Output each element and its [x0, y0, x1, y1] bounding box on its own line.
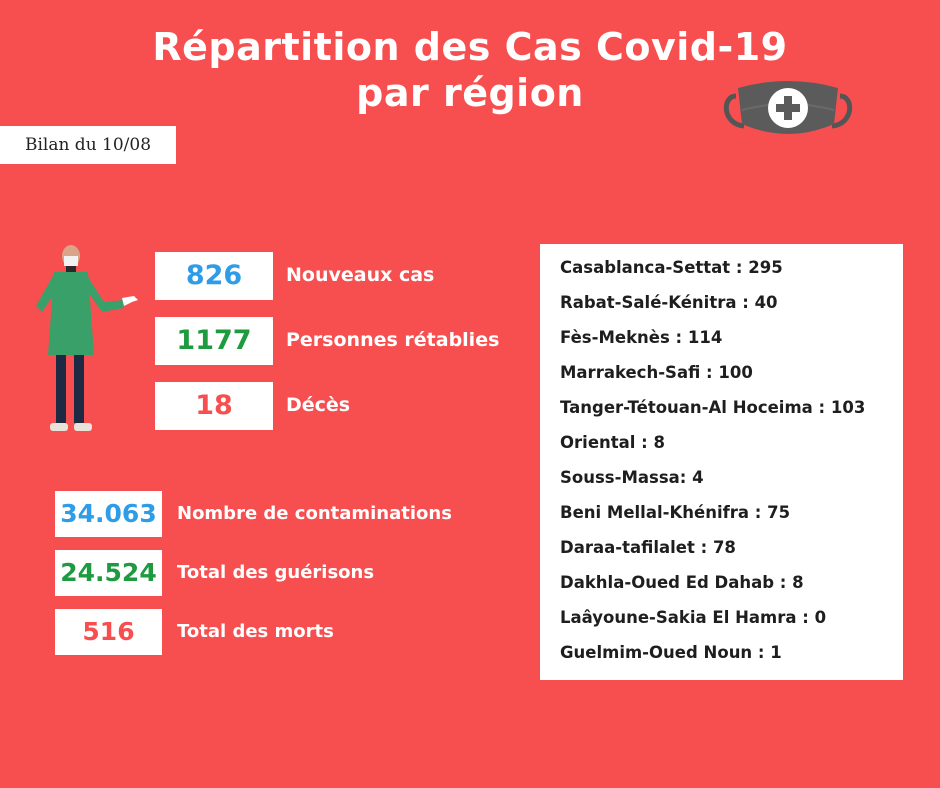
total-recoveries-value: 24.524 — [60, 558, 157, 587]
new-cases-value: 826 — [185, 260, 243, 291]
total-recoveries-value-box: 24.524 — [55, 550, 162, 596]
region-item: Beni Mellal-Khénifra : 75 — [560, 503, 791, 522]
page-title: Répartition des Cas Covid-19 par région — [0, 24, 940, 116]
total-recoveries-label: Total des guérisons — [177, 562, 375, 583]
region-item: Laâyoune-Sakia El Hamra : 0 — [560, 608, 827, 627]
region-item: Rabat-Salé-Kénitra : 40 — [560, 293, 778, 312]
recovered-label: Personnes rétablies — [286, 329, 500, 351]
recovered-value: 1177 — [176, 325, 252, 356]
total-deaths-label: Total des morts — [177, 621, 334, 642]
regions-panel: Casablanca-Settat : 295 Rabat-Salé-Kénit… — [540, 244, 903, 680]
region-item: Daraa-tafilalet : 78 — [560, 538, 736, 557]
total-deaths-value: 516 — [82, 617, 135, 646]
new-cases-label: Nouveaux cas — [286, 264, 435, 286]
recovered-value-box: 1177 — [155, 317, 273, 365]
title-line-1: Répartition des Cas Covid-19 — [152, 25, 788, 69]
total-contaminations-label: Nombre de contaminations — [177, 503, 452, 524]
region-item: Tanger-Tétouan-Al Hoceima : 103 — [560, 398, 866, 417]
region-item: Dakhla-Oued Ed Dahab : 8 — [560, 573, 804, 592]
deaths-value-box: 18 — [155, 382, 273, 430]
region-item: Souss-Massa: 4 — [560, 468, 704, 487]
region-item: Oriental : 8 — [560, 433, 666, 452]
bilan-date-label: Bilan du 10/08 — [0, 126, 176, 164]
total-contaminations-value-box: 34.063 — [55, 491, 162, 537]
face-mask-icon — [723, 81, 853, 134]
total-deaths-value-box: 516 — [55, 609, 162, 655]
doctor-illustration — [36, 245, 138, 431]
total-contaminations-value: 34.063 — [60, 499, 157, 528]
region-item: Fès-Meknès : 114 — [560, 328, 723, 347]
region-item: Guelmim-Oued Noun : 1 — [560, 643, 782, 662]
title-line-2: par région — [356, 71, 584, 115]
deaths-label: Décès — [286, 394, 351, 416]
region-item: Marrakech-Safi : 100 — [560, 363, 753, 382]
new-cases-value-box: 826 — [155, 252, 273, 300]
deaths-value: 18 — [195, 390, 233, 421]
region-item: Casablanca-Settat : 295 — [560, 258, 783, 277]
